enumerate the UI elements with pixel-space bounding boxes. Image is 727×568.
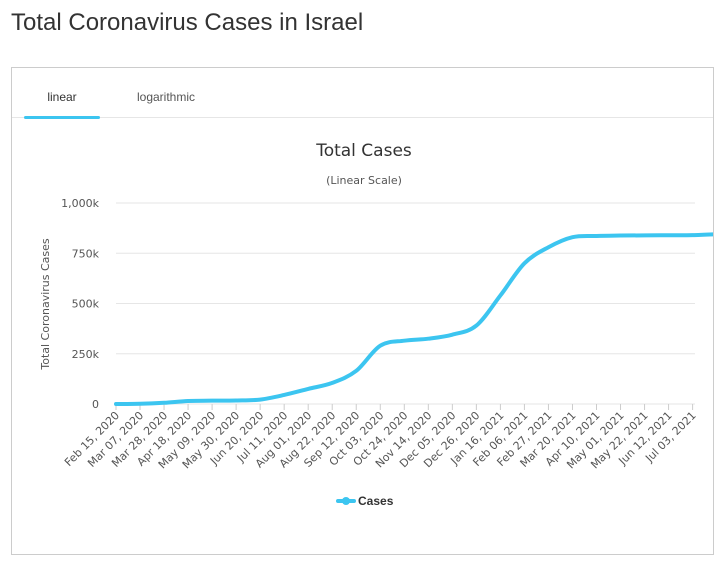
- y-tick-label: 1,000k: [61, 197, 99, 210]
- legend-label-cases[interactable]: Cases: [358, 494, 394, 508]
- y-tick-label: 500k: [72, 298, 100, 311]
- chart-title: Total Cases: [315, 141, 412, 161]
- tab-logarithmic[interactable]: logarithmic: [136, 90, 196, 104]
- y-axis-label: Total Coronavirus Cases: [39, 238, 52, 371]
- y-tick-label: 0: [92, 398, 99, 411]
- y-tick-label: 250k: [72, 348, 100, 361]
- series-line-cases: [114, 232, 713, 406]
- active-tab-indicator: [24, 116, 100, 119]
- legend-marker-cases[interactable]: [342, 497, 350, 505]
- tab-linear[interactable]: linear: [47, 90, 77, 104]
- y-tick-label: 750k: [72, 247, 100, 260]
- total-cases-chart: Total Cases (Linear Scale) Total Coronav…: [39, 141, 713, 508]
- chart-subtitle: (Linear Scale): [326, 174, 402, 187]
- page-title: Total Coronavirus Cases in Israel: [11, 9, 364, 36]
- chart-panel: linear logarithmic Total Cases (Linear S…: [11, 67, 714, 555]
- scale-tabs: linear logarithmic: [12, 68, 713, 119]
